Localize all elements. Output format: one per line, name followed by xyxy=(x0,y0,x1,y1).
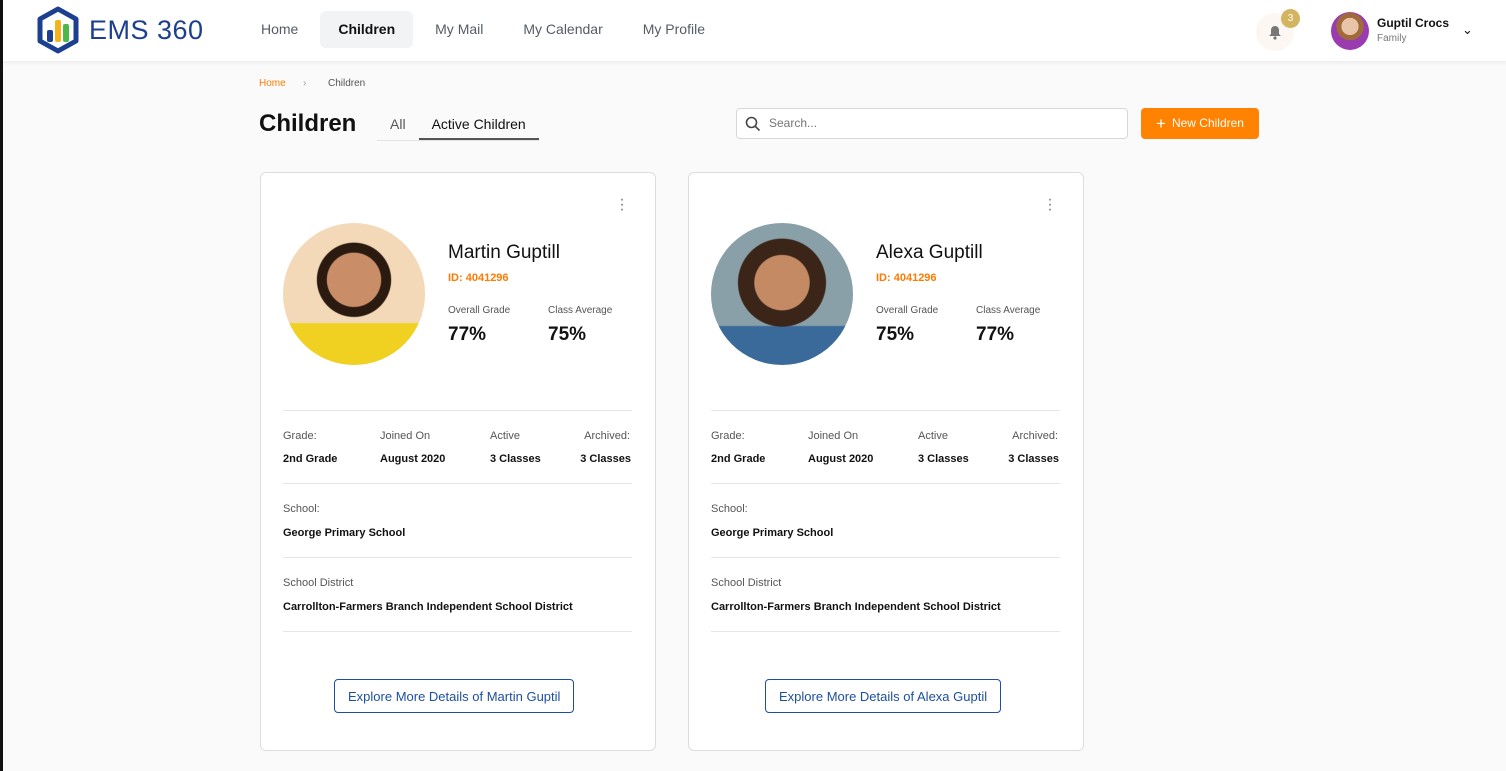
divider xyxy=(283,410,632,411)
district-label: School District xyxy=(283,577,354,589)
brand-name: EMS 360 xyxy=(89,14,204,45)
bell-icon xyxy=(1269,25,1281,40)
grade-label: Grade: xyxy=(283,430,317,442)
archived-label: Archived: xyxy=(1012,430,1058,442)
user-name: Guptil Crocs xyxy=(1377,16,1450,30)
divider xyxy=(283,483,632,484)
chevron-down-icon[interactable]: ⌄ xyxy=(1462,22,1473,37)
child-id: ID: 4041296 xyxy=(448,272,509,284)
nav-children[interactable]: Children xyxy=(320,11,414,48)
overall-grade-label: Overall Grade xyxy=(876,305,939,316)
nav-my-calendar[interactable]: My Calendar xyxy=(523,21,603,37)
school-value: George Primary School xyxy=(711,527,834,539)
more-options-icon[interactable]: · · · xyxy=(619,191,625,218)
divider xyxy=(711,483,1060,484)
child-card: · · · Alexa Guptill ID: 4041296 Overall Gr… xyxy=(688,172,1084,751)
school-label: School: xyxy=(711,503,748,515)
child-card: · · · Martin Guptill ID: 4041296 Overall G… xyxy=(260,172,656,751)
explore-details-button[interactable]: Explore More Details of Martin Guptil xyxy=(334,679,575,713)
class-average-value: 77% xyxy=(976,324,1015,345)
active-label: Active xyxy=(490,430,520,442)
logo[interactable]: EMS 360 xyxy=(35,6,204,54)
archived-value: 3 Classes xyxy=(580,453,631,465)
school-value: George Primary School xyxy=(283,527,406,539)
child-photo xyxy=(283,223,425,365)
class-average-value: 75% xyxy=(548,324,587,345)
divider xyxy=(283,557,632,558)
overall-grade-value: 75% xyxy=(876,324,915,345)
search-input[interactable] xyxy=(769,116,1109,130)
active-label: Active xyxy=(918,430,948,442)
active-value: 3 Classes xyxy=(918,453,969,465)
new-children-label: New Children xyxy=(1171,115,1244,130)
divider xyxy=(283,631,632,632)
district-value: Carrollton-Farmers Branch Independent Sc… xyxy=(283,601,573,613)
divider xyxy=(711,631,1060,632)
nav-my-profile[interactable]: My Profile xyxy=(642,21,705,37)
school-label: School: xyxy=(283,503,320,515)
breadcrumb-separator: › xyxy=(303,78,307,89)
search-box xyxy=(736,108,1128,139)
child-name: Alexa Guptill xyxy=(876,242,983,263)
logo-icon xyxy=(37,6,79,54)
child-photo xyxy=(711,223,853,365)
divider xyxy=(711,410,1060,411)
overall-grade-label: Overall Grade xyxy=(448,305,511,316)
archived-label: Archived: xyxy=(584,430,630,442)
grade-value: 2nd Grade xyxy=(283,453,338,465)
user-role: Family xyxy=(1377,33,1407,44)
grade-value: 2nd Grade xyxy=(711,453,766,465)
more-options-icon[interactable]: · · · xyxy=(1047,191,1053,218)
class-average-label: Class Average xyxy=(548,305,613,316)
joined-value: August 2020 xyxy=(380,453,446,465)
explore-details-button[interactable]: Explore More Details of Alexa Guptil xyxy=(765,679,1002,713)
nav-my-mail[interactable]: My Mail xyxy=(435,21,484,37)
district-label: School District xyxy=(711,577,782,589)
plus-icon: + xyxy=(1156,113,1166,133)
child-name: Martin Guptill xyxy=(448,242,560,263)
tab-all[interactable]: All xyxy=(390,116,406,132)
notification-count-badge: 3 xyxy=(1281,9,1300,28)
tab-active-children[interactable]: Active Children xyxy=(418,110,539,140)
joined-value: August 2020 xyxy=(808,453,874,465)
divider xyxy=(711,557,1060,558)
class-average-label: Class Average xyxy=(976,305,1041,316)
breadcrumb-current: Children xyxy=(328,78,366,89)
joined-label: Joined On xyxy=(380,430,431,442)
top-header: EMS 360 Home Children My Mail My Calenda… xyxy=(3,0,1506,61)
search-icon xyxy=(745,116,761,132)
child-id: ID: 4041296 xyxy=(876,272,937,284)
active-value: 3 Classes xyxy=(490,453,541,465)
grade-label: Grade: xyxy=(711,430,745,442)
main-nav: Home Children My Mail My Calendar My Pro… xyxy=(243,11,727,48)
page-title: Children xyxy=(259,110,357,137)
overall-grade-value: 77% xyxy=(448,324,487,345)
new-children-button[interactable]: + New Children xyxy=(1141,108,1259,139)
user-avatar[interactable] xyxy=(1331,12,1369,50)
nav-home[interactable]: Home xyxy=(261,21,299,37)
filter-tabs: All Active Children xyxy=(377,110,539,141)
archived-value: 3 Classes xyxy=(1008,453,1059,465)
joined-label: Joined On xyxy=(808,430,859,442)
breadcrumb-home[interactable]: Home xyxy=(259,78,286,89)
district-value: Carrollton-Farmers Branch Independent Sc… xyxy=(711,601,1001,613)
